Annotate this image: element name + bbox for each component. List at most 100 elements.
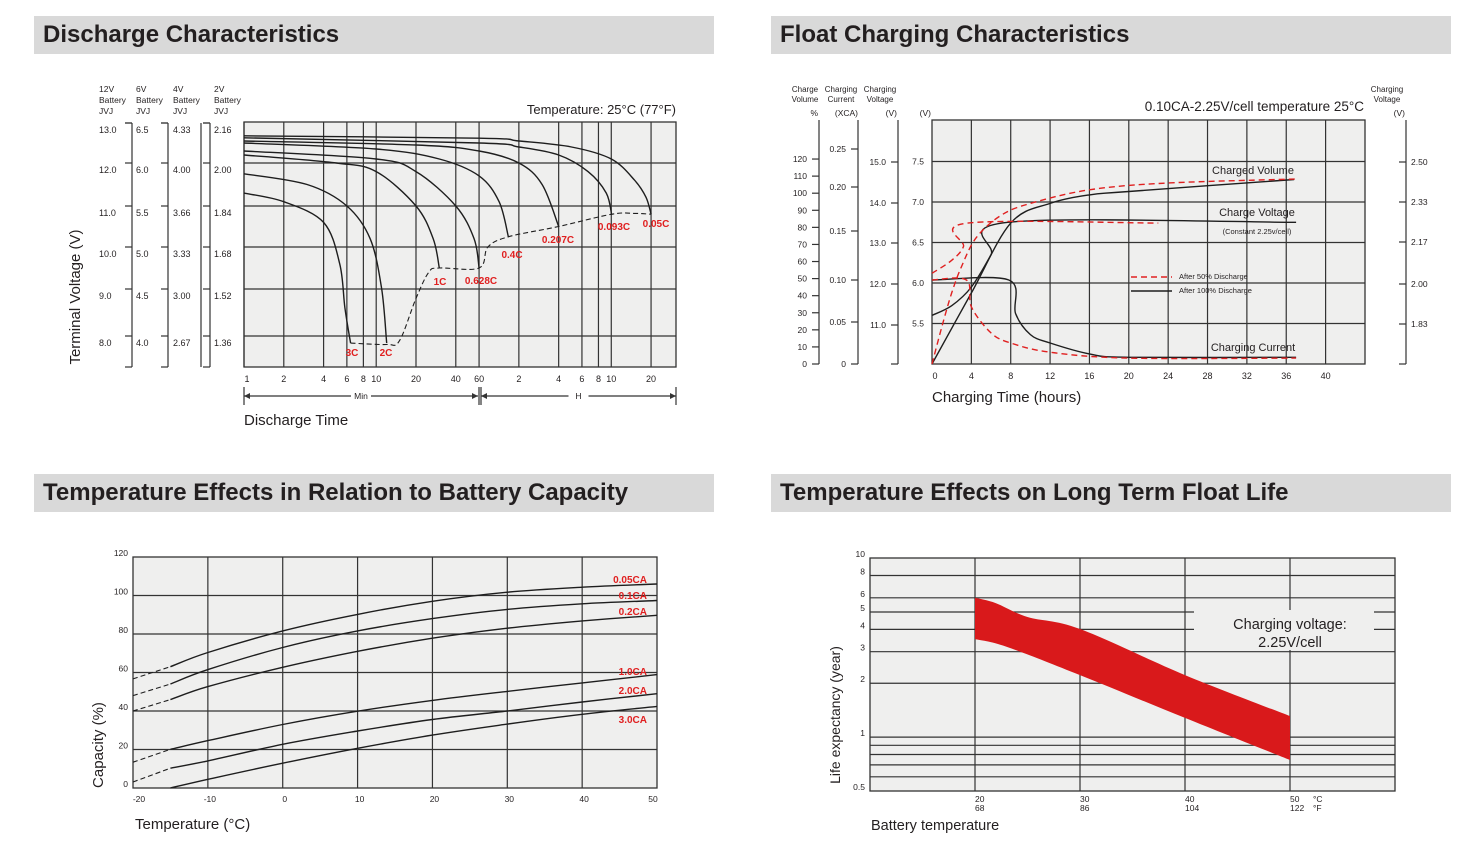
x-tick-label: 36	[1281, 371, 1291, 381]
discharge-curve-0.628C	[243, 150, 480, 269]
x-tick-label: 60	[474, 374, 484, 384]
celsius-unit: °C	[1313, 794, 1323, 804]
volume-tick-label: 80	[798, 222, 808, 232]
x-tick-label: 12	[1045, 371, 1055, 381]
cell-voltage-tick-label: 7.0	[912, 197, 924, 207]
capacity-curve-3.0CA	[170, 705, 658, 789]
y-tick-label: 9.0	[99, 291, 112, 301]
capacity-curve-2.0CA	[170, 693, 658, 769]
y-tick-label: 1.36	[214, 338, 232, 348]
x-tick-label: 4	[969, 371, 974, 381]
x-tick-fahrenheit: 68	[975, 803, 985, 813]
current-tick-label: 0.05	[829, 317, 846, 327]
series-label: 0.4C	[501, 250, 522, 261]
x-tick-label: 20	[1124, 371, 1134, 381]
y-tick-label: 3.66	[173, 208, 191, 218]
x-tick-celsius: 30	[1080, 794, 1090, 804]
y-tick-label: 4.00	[173, 165, 191, 175]
scale-header: 12V	[99, 84, 114, 94]
y-tick-label: 2.00	[214, 165, 232, 175]
series-label: 1.0CA	[619, 667, 647, 678]
x-axis-label: Charging Time (hours)	[932, 389, 1081, 406]
capacity-curve-extrapolated-0.1CA	[132, 683, 171, 697]
scale-header: JVJ	[214, 106, 228, 116]
x-tick-label: 24	[1163, 371, 1173, 381]
volume-tick-label: 90	[798, 205, 808, 215]
discharge-section-header: Discharge Characteristics	[34, 16, 714, 54]
series-label: 0.05CA	[613, 575, 647, 586]
discharge-curve-2C	[243, 173, 388, 344]
volume-tick-label: 30	[798, 308, 808, 318]
x-tick-label: 10	[606, 374, 616, 384]
y-axis-label: Capacity (%)	[90, 702, 107, 788]
annotation-background	[1194, 610, 1374, 650]
range-label-bg	[351, 390, 371, 402]
float-charging-section-header: Float Charging Characteristics	[771, 16, 1451, 54]
x-tick-label: 6	[579, 374, 584, 384]
series-label: 2.0CA	[619, 686, 647, 697]
axis-unit: %	[810, 108, 818, 118]
x-axis-label: Battery temperature	[871, 818, 999, 834]
y-tick-label: 11.0	[99, 208, 116, 218]
discharge-curve-0.207C	[243, 140, 560, 227]
y-tick-label: 120	[114, 548, 128, 558]
y-tick-label: 3.33	[173, 249, 191, 259]
x-tick-fahrenheit: 122	[1290, 803, 1304, 813]
voltage-tick-label: 11.0	[870, 320, 886, 330]
float-life-section-header: Temperature Effects on Long Term Float L…	[771, 474, 1451, 512]
right-voltage-tick-label: 2.33	[1411, 197, 1428, 207]
capacity-curve-0.2CA	[170, 614, 658, 701]
series-label: 3C	[346, 348, 359, 359]
x-tick-label: 10	[355, 794, 365, 804]
current-tick-label: 0.20	[829, 182, 846, 192]
volume-tick-label: 50	[798, 274, 808, 284]
scale-header: Battery	[173, 95, 201, 105]
volume-tick-label: 120	[793, 154, 807, 164]
right-voltage-tick-label: 1.83	[1411, 319, 1428, 329]
discharge-curve-1C	[243, 154, 440, 269]
y-tick-label: 3	[860, 643, 865, 653]
series-label: 0.1CA	[619, 591, 647, 602]
x-tick-label: -20	[133, 794, 146, 804]
legend-label-100pct: After 100% Discharge	[1179, 286, 1252, 295]
x-tick-label: 20	[646, 374, 656, 384]
current-tick-label: 0.10	[829, 275, 846, 285]
x-axis-label: Temperature (°C)	[135, 816, 250, 833]
y-tick-label: 2.16	[214, 125, 232, 135]
float-life-chart: Charging voltage:2.25V/cell1086543210.52…	[827, 549, 1396, 834]
range-label-bg	[568, 390, 589, 402]
series-label: 0.207C	[542, 235, 574, 246]
y-tick-label: 10.0	[99, 249, 117, 259]
x-tick-label: 28	[1203, 371, 1213, 381]
scale-header: 2V	[214, 84, 225, 94]
capacity-curve-extrapolated-2.0CA	[132, 767, 171, 783]
y-tick-label: 4.5	[136, 291, 149, 301]
scale-header: Battery	[136, 95, 164, 105]
charging-voltage-annotation: Charging voltage:	[1233, 617, 1347, 633]
y-tick-label: 1.52	[214, 291, 232, 301]
scale-header: Battery	[99, 95, 127, 105]
50pct-charged-volume-curve	[931, 178, 1297, 365]
axis-unit: (XCA)	[835, 108, 858, 118]
x-tick-label: 1	[244, 374, 249, 384]
x-tick-label: 40	[451, 374, 461, 384]
capacity-curve-0.05CA	[170, 583, 658, 668]
y-tick-label: 5.5	[136, 208, 149, 218]
x-tick-label: 2	[281, 374, 286, 384]
y-tick-label: 0.5	[853, 782, 865, 792]
volume-tick-label: 10	[798, 342, 808, 352]
y-tick-label: 80	[119, 625, 129, 635]
axis-header: Charging	[1371, 85, 1403, 94]
y-tick-label: 40	[119, 702, 129, 712]
y-tick-label: 20	[119, 741, 129, 751]
discharge-curve-0.05C	[243, 135, 652, 215]
x-tick-label: 10	[371, 374, 381, 384]
cell-voltage-tick-label: 6.5	[912, 238, 924, 248]
y-tick-label: 2	[860, 674, 865, 684]
end-voltage-dashed-line	[350, 212, 652, 346]
axis-header: Charge	[792, 85, 819, 94]
current-tick-label: 0.15	[829, 226, 846, 236]
y-tick-label: 100	[114, 587, 128, 597]
axis-unit: (V)	[1394, 108, 1406, 118]
